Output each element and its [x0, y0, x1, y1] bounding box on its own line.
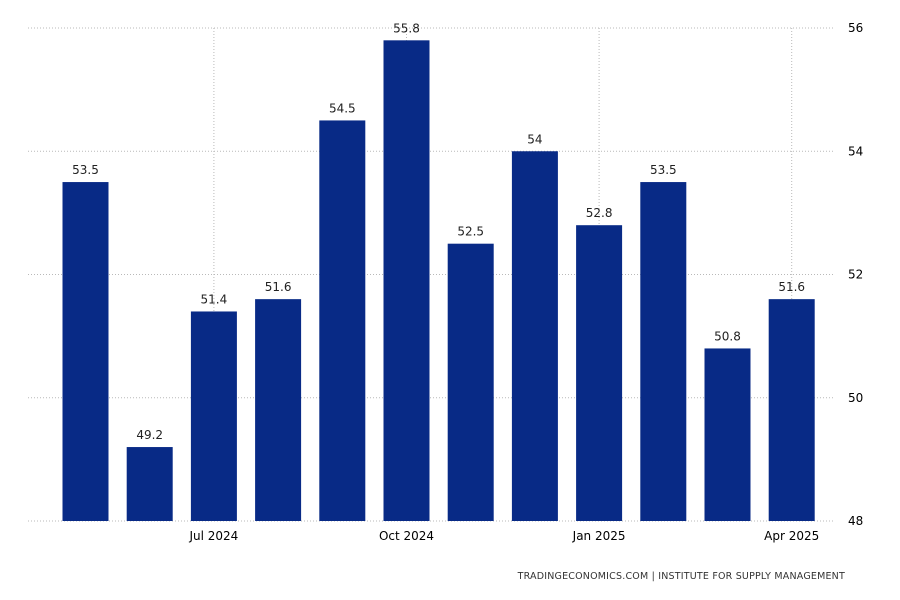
bar-value-label: 51.4 — [201, 292, 228, 306]
bar-value-label: 55.8 — [393, 21, 420, 35]
bar — [447, 243, 494, 521]
bars — [62, 40, 815, 521]
bar-value-label: 53.5 — [650, 163, 677, 177]
bar-value-label: 51.6 — [265, 280, 292, 294]
bar-value-label: 54.5 — [329, 101, 356, 115]
bar-value-label: 49.2 — [136, 428, 163, 442]
source-credit: TRADINGECONOMICS.COM | INSTITUTE FOR SUP… — [517, 571, 845, 582]
value-labels: 53.5 49.2 51.4 51.6 54.5 55.8 52.5 54 52.8 53.5 50… — [72, 21, 805, 442]
bar — [768, 299, 815, 521]
bar-value-label: 54 — [527, 132, 542, 146]
bar-value-label: 52.5 — [457, 225, 484, 239]
bar-value-label: 51.6 — [778, 280, 805, 294]
y-tick-label: 48 — [848, 514, 863, 528]
bar — [511, 151, 558, 521]
x-tick-label: Jan 2025 — [572, 529, 626, 543]
bar — [126, 447, 173, 521]
bar-value-label: 53.5 — [72, 163, 99, 177]
bar — [319, 120, 366, 521]
bar — [704, 348, 751, 521]
x-axis-ticks: Jul 2024 Oct 2024 Jan 2025 Apr 2025 — [188, 529, 819, 543]
bar — [640, 182, 687, 521]
bar — [255, 299, 302, 521]
y-tick-label: 54 — [848, 144, 863, 158]
bar-value-label: 52.8 — [586, 206, 613, 220]
bar — [190, 311, 237, 521]
bar — [383, 40, 430, 521]
bar — [62, 182, 109, 521]
y-axis-ticks: 48 50 52 54 56 — [848, 21, 863, 528]
bar-value-label: 50.8 — [714, 329, 741, 343]
x-tick-label: Oct 2024 — [379, 529, 434, 543]
y-tick-label: 52 — [848, 268, 863, 282]
y-tick-label: 56 — [848, 21, 863, 35]
bar — [576, 225, 623, 521]
x-tick-label: Jul 2024 — [188, 529, 238, 543]
x-tick-label: Apr 2025 — [764, 529, 819, 543]
y-tick-label: 50 — [848, 391, 863, 405]
